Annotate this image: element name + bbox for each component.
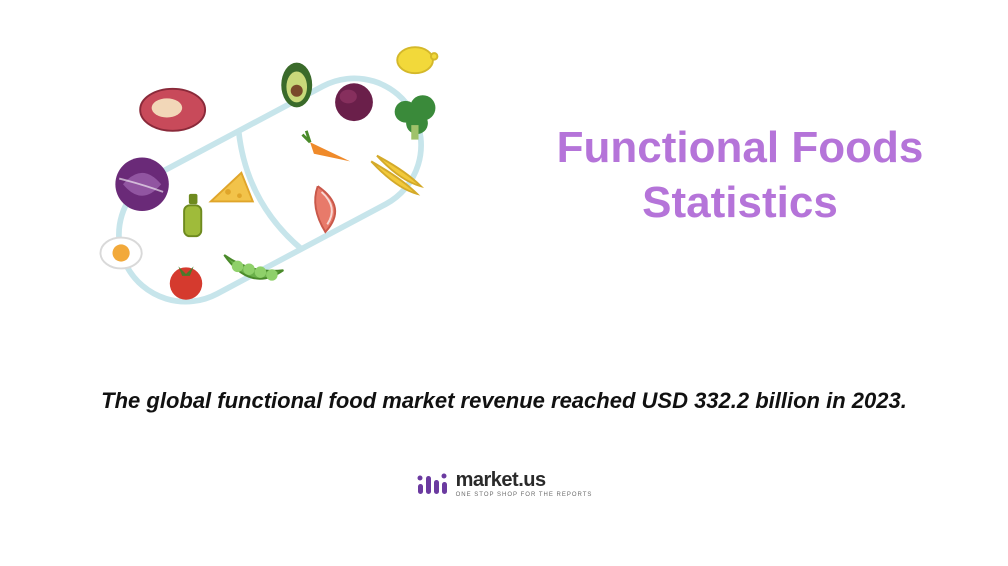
- avocado-icon: [281, 63, 312, 108]
- page-title: Functional Foods Statistics: [480, 120, 1000, 230]
- logo-text: market.us ONE STOP SHOP FOR THE REPORTS: [456, 470, 593, 498]
- steak-icon: [140, 89, 205, 131]
- beet-icon: [335, 83, 373, 121]
- red-cabbage-icon: [115, 158, 168, 211]
- capsule-illustration: [60, 20, 480, 360]
- subtext-text: The global functional food market revenu…: [101, 388, 907, 413]
- capsule-svg: [60, 20, 480, 360]
- logo-name: market.us: [456, 470, 593, 490]
- lemon-icon: [397, 47, 437, 73]
- logo: market.us ONE STOP SHOP FOR THE REPORTS: [0, 470, 1008, 498]
- logo-tagline: ONE STOP SHOP FOR THE REPORTS: [456, 492, 593, 498]
- egg-icon: [100, 238, 141, 269]
- subtext: The global functional food market revenu…: [0, 388, 1008, 414]
- logo-mark-icon: [416, 470, 448, 498]
- heading-text: Functional Foods Statistics: [557, 123, 924, 227]
